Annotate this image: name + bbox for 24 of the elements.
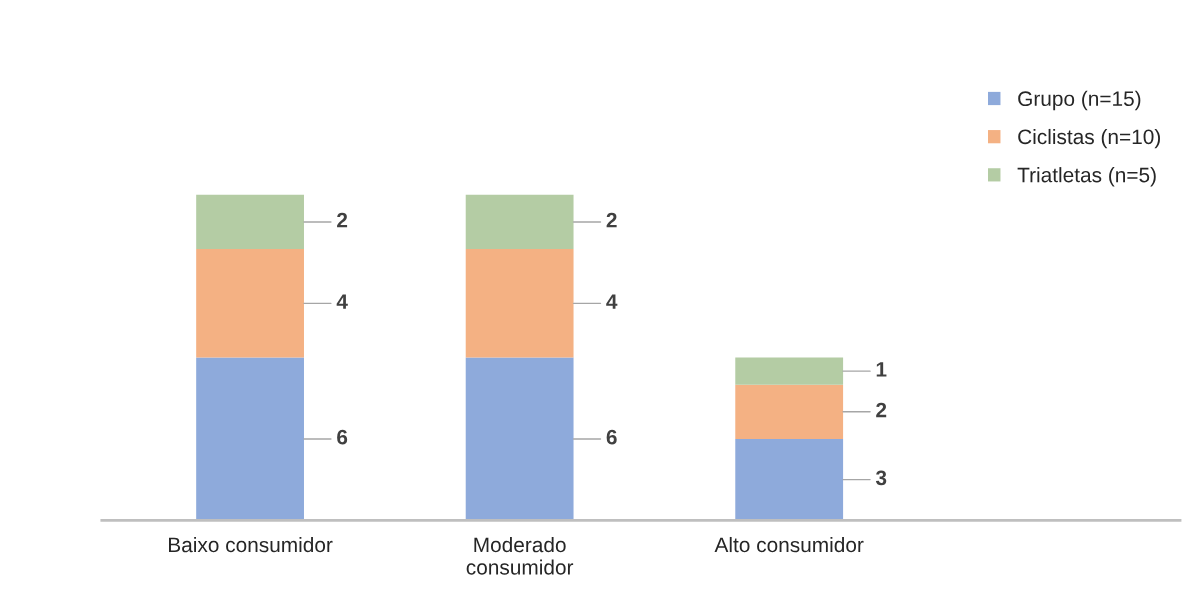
legend-label: Grupo (n=15) [1018, 90, 1141, 111]
data-label: 1 [876, 362, 887, 377]
data-label: 2 [876, 402, 887, 418]
bar [196, 357, 304, 521]
data-label: 6 [606, 429, 617, 445]
x-tick-label: Moderado consumidor [466, 536, 574, 575]
bar [735, 357, 844, 385]
bar [735, 438, 844, 521]
data-label: 4 [336, 294, 348, 309]
data-label: 4 [606, 294, 618, 309]
x-tick-label: Alto consumidor [714, 536, 864, 553]
data-label: 2 [337, 212, 348, 228]
data-label: 2 [606, 212, 617, 228]
bar [465, 357, 574, 521]
legend-label: Triatletas (n=5) [1017, 167, 1156, 187]
legend-label: Ciclistas (n=10) [1018, 128, 1160, 149]
data-label: 6 [337, 429, 348, 445]
x-tick-label: Baixo consumidor [169, 536, 333, 553]
bar [465, 249, 574, 358]
bar [196, 249, 304, 358]
data-label: 3 [875, 470, 887, 486]
bar [735, 384, 844, 439]
bar [196, 194, 304, 250]
bar [465, 194, 574, 250]
